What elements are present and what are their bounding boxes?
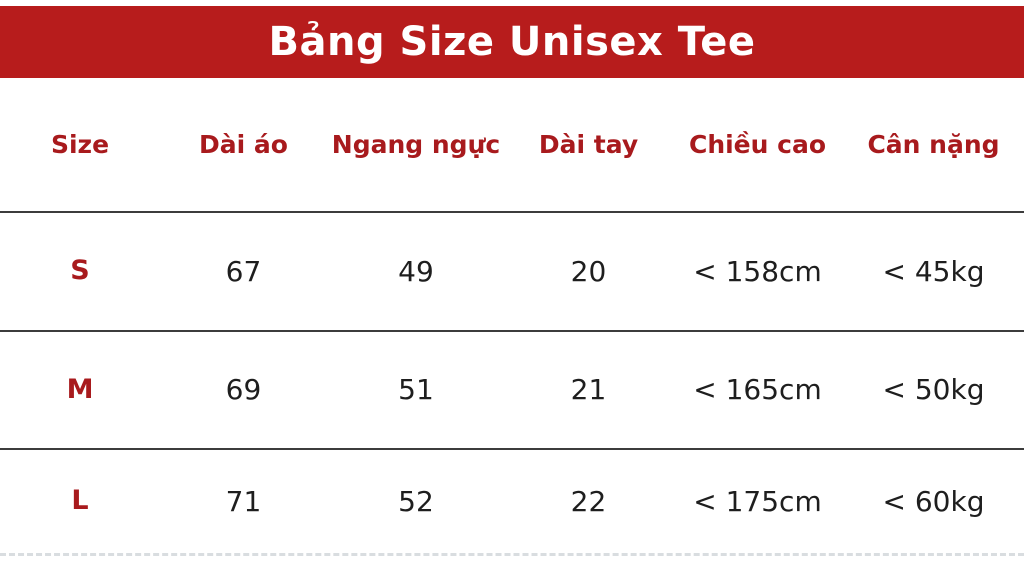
bottom-dashed-divider — [0, 553, 1024, 556]
cell-s-dai-ao: 67 — [225, 254, 262, 288]
size-label-s: S — [70, 255, 90, 287]
column-header-can-nang: Cân nặng — [867, 129, 1000, 159]
table-row-s: S 67 49 20 < 158cm < 45kg — [0, 211, 1024, 330]
cell-m-can-nang: < 50kg — [882, 373, 985, 407]
cell-m-dai-tay: 21 — [570, 373, 607, 407]
cell-s-chieu-cao: < 158cm — [693, 254, 822, 288]
cell-l-ngang-nguc: 52 — [398, 484, 434, 518]
column-header-ngang-nguc: Ngang ngực — [331, 129, 501, 159]
table-header-row: Size Dài áo Ngang ngực Dài tay Chiều cao… — [0, 78, 1024, 211]
cell-s-ngang-nguc: 49 — [398, 254, 434, 288]
cell-s-can-nang: < 45kg — [882, 254, 985, 288]
cell-m-dai-ao: 69 — [225, 373, 262, 407]
title-bar: Bảng Size Unisex Tee — [0, 6, 1024, 78]
column-header-size: Size — [50, 129, 110, 159]
table-row-m: M 69 51 21 < 165cm < 50kg — [0, 330, 1024, 448]
column-header-chieu-cao: Chiều cao — [688, 129, 827, 159]
cell-l-dai-ao: 71 — [225, 484, 262, 518]
column-header-dai-ao: Dài áo — [199, 129, 288, 159]
table-row-l: L 71 52 22 < 175cm < 60kg — [0, 448, 1024, 553]
page-title: Bảng Size Unisex Tee — [268, 19, 756, 65]
size-table: Size Dài áo Ngang ngực Dài tay Chiều cao… — [0, 78, 1024, 553]
cell-m-ngang-nguc: 51 — [398, 373, 434, 407]
cell-l-can-nang: < 60kg — [882, 484, 985, 518]
cell-l-chieu-cao: < 175cm — [693, 484, 822, 518]
size-label-m: M — [66, 373, 94, 405]
column-header-dai-tay: Dài tay — [538, 129, 639, 159]
cell-s-dai-tay: 20 — [570, 254, 607, 288]
cell-l-dai-tay: 22 — [570, 484, 607, 518]
size-label-l: L — [71, 485, 89, 517]
cell-m-chieu-cao: < 165cm — [693, 373, 822, 407]
